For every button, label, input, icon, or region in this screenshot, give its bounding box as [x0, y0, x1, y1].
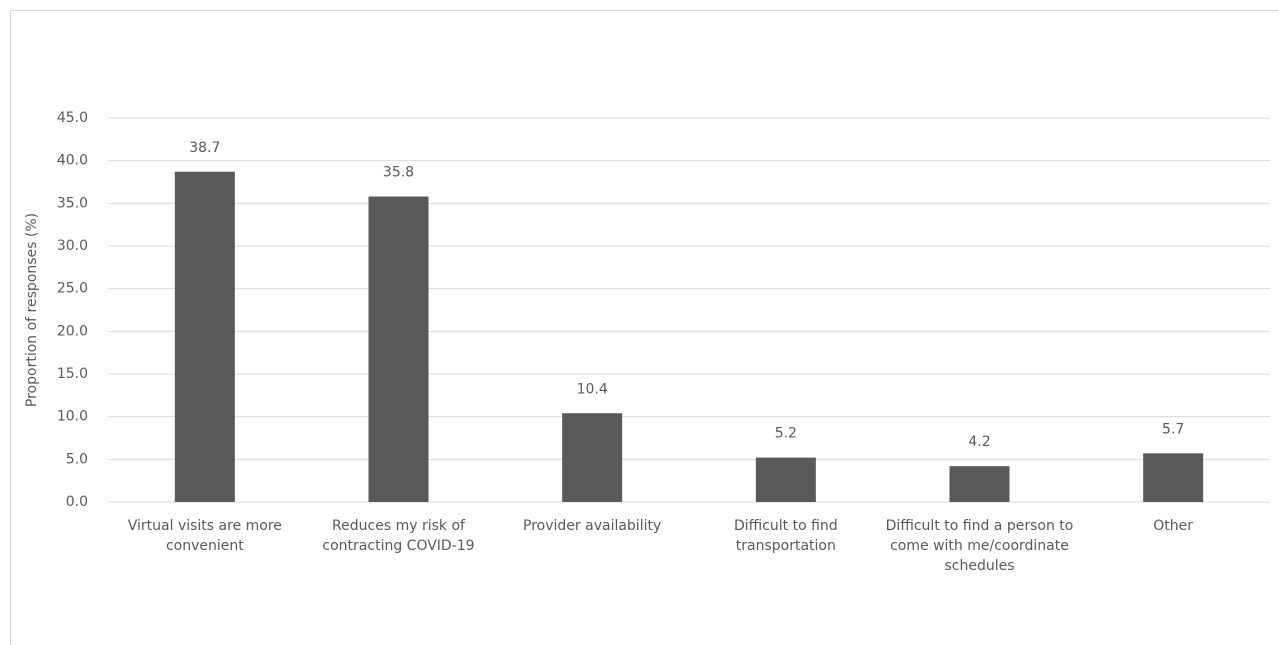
data-label: 4.2 — [968, 434, 990, 450]
bar — [949, 466, 1010, 502]
data-label: 10.4 — [577, 381, 608, 397]
x-tick-label: Reduces my risk of contracting COVID-19 — [322, 518, 475, 554]
y-tick-label: 20.0 — [57, 323, 88, 339]
x-tick-label: Difficult to find a person to come with … — [885, 518, 1074, 574]
x-tick-label: Provider availability — [523, 518, 662, 534]
y-tick-label: 10.0 — [57, 409, 88, 425]
y-tick-label: 15.0 — [57, 366, 88, 382]
data-label: 5.7 — [1162, 421, 1184, 437]
bar — [755, 457, 816, 502]
y-tick-label: 25.0 — [57, 281, 88, 297]
y-tick-label: 0.0 — [66, 494, 88, 510]
y-tick-label: 45.0 — [57, 110, 88, 126]
bar — [1143, 453, 1204, 502]
y-axis-title: Proportion of responses (%) — [24, 213, 40, 407]
data-label: 5.2 — [775, 426, 797, 442]
x-tick-label: Other — [1153, 518, 1194, 534]
bar — [562, 413, 623, 502]
chart-frame — [10, 10, 1279, 645]
data-label: 38.7 — [189, 140, 220, 156]
y-tick-label: 30.0 — [57, 238, 88, 254]
y-tick-label: 40.0 — [57, 153, 88, 169]
y-tick-label: 5.0 — [66, 451, 88, 467]
y-tick-label: 35.0 — [57, 195, 88, 211]
bar — [174, 171, 235, 502]
x-tick-label: Virtual visits are more convenient — [127, 518, 282, 554]
data-label: 35.8 — [383, 165, 414, 181]
bar — [368, 196, 429, 503]
x-tick-label: Difficult to find transportation — [733, 518, 838, 554]
